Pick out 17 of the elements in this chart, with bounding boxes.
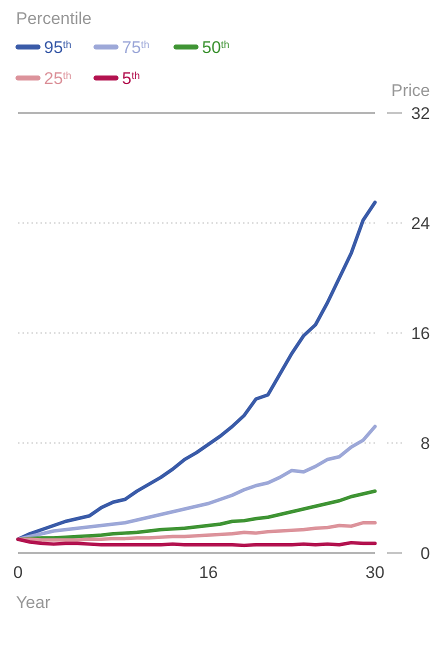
y-axis-title: Price (391, 81, 430, 100)
line-series (16, 538, 377, 548)
legend-label: 25$^{th}$ (44, 69, 72, 88)
y-tick-label: 24 (411, 214, 430, 233)
legend-label: 50$^{th}$ (202, 38, 230, 57)
x-tick-label: 0 (13, 563, 23, 582)
x-axis-title: Year (16, 593, 51, 612)
y-tick-label: 16 (411, 324, 430, 343)
legend-label: 95$^{th}$ (44, 38, 72, 57)
y-tick-label: 32 (411, 104, 430, 123)
legend-label: 75$^{th}$ (122, 38, 150, 57)
x-tick-label: 30 (366, 563, 384, 582)
x-tick-label: 16 (198, 563, 218, 582)
y-tick-label: 8 (420, 434, 430, 453)
legend-title: Percentile (16, 9, 92, 28)
legend-label: 5$^{th}$ (122, 69, 140, 88)
y-tick-label: 0 (420, 544, 430, 563)
